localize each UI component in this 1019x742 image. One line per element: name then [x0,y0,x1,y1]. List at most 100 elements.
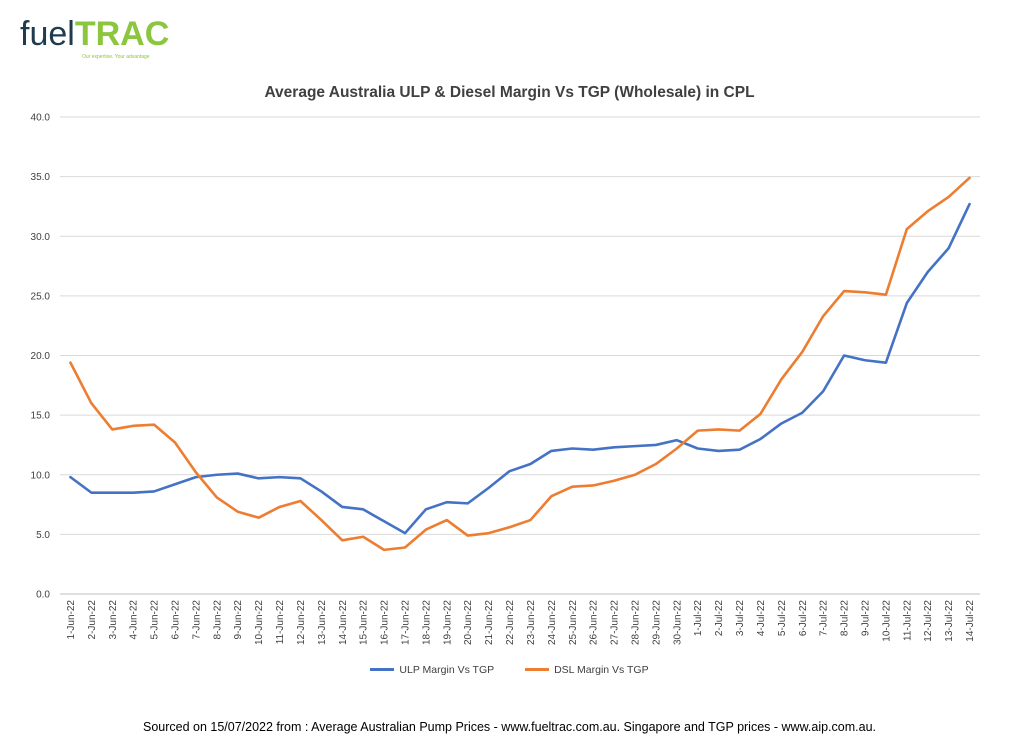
data-point-ulp [487,487,490,489]
logo-text-fuel: fuel [20,15,75,53]
y-tick-label: 30.0 [31,232,51,243]
logo-text-trac: TRAC [74,15,170,53]
y-tick-label: 20.0 [31,351,51,362]
data-point-ulp [236,472,239,475]
data-point-dsl [446,519,448,521]
data-point-ulp [174,483,176,486]
x-tick-label: 4-Jun-22 [129,600,140,640]
y-axis-tick-labels: 0.0 5.0 10.0 15.0 20.0 25.0 30.0 35.0 40.0 [31,113,51,601]
x-tick-label: 21-Jun-22 [484,600,495,645]
data-point-ulp [383,520,385,523]
data-point-ulp [446,501,448,503]
x-tick-label: 29-Jun-22 [651,600,662,645]
x-tick-label: 12-Jun-22 [296,600,307,645]
data-point-dsl [404,546,406,549]
data-point-dsl [655,463,657,465]
data-point-dsl [111,428,114,431]
data-point-dsl [257,516,260,519]
x-tick-label: 9-Jul-22 [861,600,872,637]
data-point-ulp [885,361,887,364]
x-tick-label: 24-Jun-22 [547,600,558,645]
data-point-ulp [613,446,615,449]
legend-label-ulp: ULP Margin Vs TGP [399,663,495,676]
data-point-ulp [278,476,281,478]
data-point-ulp [717,450,720,452]
data-point-ulp [676,439,678,441]
data-point-ulp [550,450,553,452]
data-point-ulp [216,473,218,476]
legend-item-dsl: DSL Margin Vs TGP [525,664,649,676]
data-point-ulp [696,447,699,450]
legend-swatch-dsl [525,668,550,671]
data-point-dsl [487,532,490,534]
data-point-ulp [926,271,929,273]
x-tick-label: 14-Jul-22 [965,600,976,642]
series-line-dsl [69,176,971,552]
x-tick-label: 23-Jun-22 [526,600,537,645]
data-point-ulp [759,438,762,440]
data-point-dsl [132,425,134,427]
x-tick-label: 28-Jun-22 [631,600,642,645]
data-point-dsl [738,429,741,432]
data-point-ulp [864,359,866,362]
data-point-dsl [822,315,824,317]
data-point-ulp [571,447,574,450]
data-point-ulp [299,477,302,480]
data-point-dsl [801,351,804,353]
data-point-dsl [216,496,218,499]
data-point-ulp [634,445,636,447]
x-tick-label: 26-Jun-22 [589,600,600,645]
data-point-ulp [592,448,594,451]
data-point-ulp [529,463,532,465]
data-point-ulp [362,508,364,511]
x-tick-label: 5-Jul-22 [777,600,788,637]
data-point-dsl [759,413,762,415]
y-tick-label: 0.0 [36,590,50,601]
data-point-dsl [341,539,344,542]
data-point-dsl [696,429,699,432]
x-tick-label: 9-Jun-22 [233,600,244,640]
x-tick-label: 30-Jun-22 [672,600,683,645]
x-tick-label: 7-Jul-22 [819,600,830,637]
data-point-dsl [90,402,93,405]
data-point-dsl [634,473,636,476]
data-point-dsl [885,293,887,296]
data-point-ulp [111,491,114,494]
x-tick-label: 10-Jul-22 [881,600,892,642]
data-point-ulp [906,302,908,304]
x-tick-label: 2-Jun-22 [87,600,98,640]
y-tick-label: 25.0 [31,291,51,302]
data-point-dsl [717,428,720,431]
x-tick-label: 6-Jul-22 [798,600,809,637]
data-point-ulp [257,477,260,480]
x-tick-label: 27-Jun-22 [610,600,621,645]
x-tick-label: 6-Jun-22 [171,600,182,640]
data-point-ulp [801,411,804,414]
x-tick-label: 4-Jul-22 [756,600,767,637]
x-tick-label: 10-Jun-22 [254,600,265,645]
x-tick-label: 11-Jul-22 [902,600,913,641]
data-point-dsl [926,210,929,213]
series-lines [69,176,971,552]
x-tick-label: 22-Jun-22 [505,600,516,645]
x-tick-label: 11-Jun-22 [275,600,286,645]
data-point-ulp [508,470,511,472]
data-point-ulp [195,476,197,478]
legend-item-ulp: ULP Margin Vs TGP [370,664,494,676]
logo-wordmark: fuelTRAC [20,14,169,54]
legend-swatch-ulp [370,668,395,671]
data-point-dsl [676,447,678,450]
data-point-dsl [529,519,532,521]
data-point-ulp [822,390,824,393]
x-tick-label: 25-Jun-22 [568,600,579,645]
data-point-ulp [341,506,344,508]
x-tick-label: 5-Jun-22 [150,600,161,640]
y-tick-label: 5.0 [36,530,50,541]
data-point-dsl [362,535,364,538]
data-point-dsl [278,506,281,508]
data-point-ulp [132,491,134,494]
series-line-ulp [69,202,971,535]
x-tick-label: 2-Jul-22 [714,600,725,637]
x-tick-label: 14-Jun-22 [338,600,349,645]
data-point-dsl [320,519,323,521]
